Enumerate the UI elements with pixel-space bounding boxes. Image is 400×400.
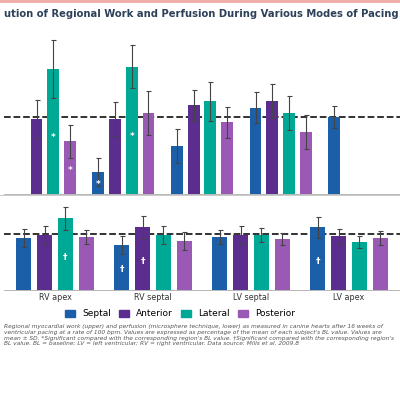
Text: *: * bbox=[130, 132, 134, 141]
Text: *: * bbox=[68, 166, 72, 175]
Bar bbox=[250, 108, 262, 194]
Bar bbox=[283, 113, 295, 194]
Bar bbox=[92, 172, 104, 194]
Bar bbox=[328, 117, 340, 194]
Text: ution of Regional Work and Perfusion During Various Modes of Pacing: ution of Regional Work and Perfusion Dur… bbox=[4, 9, 399, 19]
Text: *: * bbox=[96, 180, 101, 189]
Text: †: † bbox=[140, 257, 145, 266]
Text: †: † bbox=[63, 253, 68, 262]
Bar bbox=[254, 235, 269, 290]
Bar bbox=[233, 235, 248, 290]
Bar bbox=[300, 132, 312, 194]
Text: †: † bbox=[316, 257, 320, 266]
Bar bbox=[156, 235, 171, 290]
Legend: Septal, Anterior, Lateral, Posterior: Septal, Anterior, Lateral, Posterior bbox=[61, 306, 299, 322]
Text: Regional myocardial work (upper) and perfusion (microsphere technique, lower) as: Regional myocardial work (upper) and per… bbox=[4, 324, 394, 346]
Bar bbox=[204, 101, 216, 194]
Bar bbox=[373, 238, 388, 290]
Bar bbox=[275, 239, 290, 290]
Bar bbox=[221, 122, 233, 194]
Bar bbox=[114, 245, 129, 290]
Bar bbox=[47, 69, 59, 194]
Bar bbox=[177, 241, 192, 290]
Bar bbox=[310, 227, 325, 290]
Bar bbox=[30, 119, 42, 194]
Text: *: * bbox=[51, 133, 56, 142]
Text: †: † bbox=[120, 265, 124, 274]
Bar bbox=[109, 119, 121, 194]
Bar bbox=[212, 237, 227, 290]
Bar bbox=[142, 113, 154, 194]
Bar bbox=[331, 236, 346, 290]
Bar bbox=[37, 235, 52, 290]
Bar bbox=[16, 238, 31, 290]
Bar bbox=[352, 242, 367, 290]
Bar bbox=[135, 227, 150, 290]
Bar bbox=[64, 142, 76, 194]
Bar bbox=[266, 101, 278, 194]
Bar bbox=[79, 237, 94, 290]
Bar bbox=[188, 105, 200, 194]
Bar bbox=[126, 67, 138, 194]
Bar bbox=[171, 146, 183, 194]
Bar bbox=[58, 218, 73, 290]
